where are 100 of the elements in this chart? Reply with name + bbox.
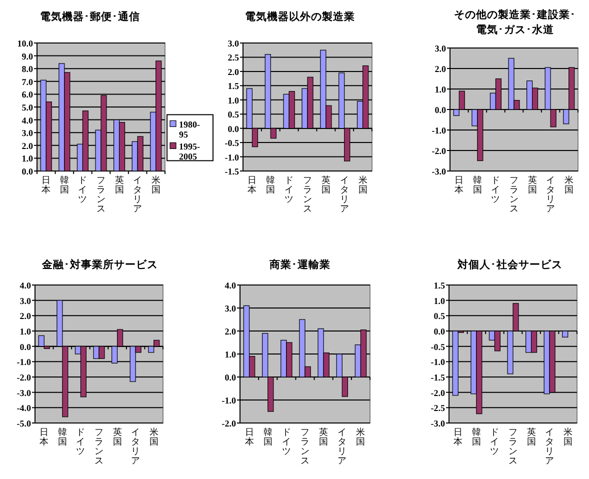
y-tick-label: 1.5 [434,280,446,290]
x-tick-label: 英国 [528,175,537,196]
y-tick-label: 2.0 [22,140,34,151]
y-tick-label: -2.0 [432,146,446,156]
y-tick-label: 0.5 [228,110,240,120]
x-tick-label: フランス [303,176,312,214]
x-tick-label: 英国 [319,427,328,448]
y-tick-label: 9.0 [22,51,34,62]
x-tick-label: フランス [508,428,518,466]
x-tick-label: 米国 [149,427,158,448]
y-tick-label: 0.0 [224,372,236,382]
x-tick-label: 英国 [112,427,122,448]
x-tick-label: 韓国 [266,175,276,196]
x-tick-label: 韓国 [58,427,67,448]
x-tick-label: ドイツ [78,176,88,205]
y-tick-label: -2.0 [16,372,32,382]
x-tick-label: 米国 [356,427,366,448]
y-tick-label: 1.0 [224,350,236,360]
y-tick-label: 2.5 [228,52,240,63]
y-tick-label: 1.0 [434,296,446,306]
x-tick-label: 韓国 [60,175,69,196]
x-tick-label: 日本 [248,176,257,196]
x-tick-label: イタリア [131,428,140,466]
x-tick-label: フランス [96,176,106,214]
y-tick-label: -0.5 [224,138,240,148]
y-tick-label: -2.5 [430,403,446,414]
y-tick-label: 1.5 [228,81,240,92]
x-tick-label: イタリア [133,176,142,214]
y-tick-label: -2.0 [430,388,446,398]
y-tick-label: 1.0 [20,326,32,336]
x-tick-label: 英国 [321,175,330,196]
y-tick-label: 5.0 [22,102,34,112]
y-tick-label: 1.0 [22,154,34,164]
y-tick-label: -3.0 [16,388,32,398]
y-tick-label: 0.0 [22,166,34,176]
y-tick-label: 2.0 [224,326,236,336]
y-tick-label: 3.0 [224,304,236,314]
y-tick-label: -1.0 [432,126,446,136]
x-tick-label: 日本 [42,176,51,196]
y-tick-label: 3.0 [434,44,446,54]
x-tick-label: ドイツ [284,176,294,205]
x-tick-label: ドイツ [490,428,500,457]
y-tick-label: -1.0 [222,396,236,406]
x-tick-label: ドイツ [282,428,291,457]
chart-title: 電気機器以外の製造業 [245,10,355,23]
chart-title: その他の製造業･建設業･電気･ガス･水道 [454,8,576,36]
y-tick-label: -1.5 [224,166,240,176]
x-tick-label: イタリア [546,176,556,214]
x-tick-label: 日本 [40,428,49,448]
legend-label: 1995-2005 [179,142,200,162]
y-tick-label: 2.0 [434,64,446,74]
y-tick-label: 0.0 [434,105,446,115]
y-tick-label: -1.5 [430,372,446,382]
y-tick-label: 0.0 [228,124,240,134]
x-tick-label: 英国 [526,427,536,448]
y-tick-label: 3.0 [22,128,34,138]
x-tick-label: 米国 [564,175,574,196]
x-tick-label: 韓国 [472,427,481,448]
y-tick-label: -1.0 [430,357,446,368]
chart-title: 電気機器･郵便･通信 [40,10,140,23]
x-tick-label: ドイツ [491,176,500,205]
y-tick-label: 6.0 [22,90,34,100]
y-tick-label: 8.0 [22,64,34,74]
y-tick-label: 3.0 [20,296,32,306]
y-tick-label: 10.0 [17,38,34,48]
y-tick-label: 4.0 [20,280,32,290]
x-tick-label: 米国 [151,175,160,196]
legend-label: 1980-95 [179,120,200,140]
y-tick-label: 0.0 [20,342,32,352]
x-tick-label: ドイツ [76,428,86,457]
x-tick-label: 韓国 [263,427,272,448]
y-tick-label: -5.0 [16,418,32,428]
y-tick-label: -0.5 [430,342,446,352]
x-tick-label: 韓国 [472,175,482,196]
y-tick-label: 1.0 [228,95,240,106]
x-tick-label: フランス [94,428,104,466]
x-tick-label: 日本 [244,428,254,448]
y-tick-label: -2.0 [222,418,236,428]
x-tick-label: 米国 [358,175,368,196]
x-tick-label: 日本 [454,176,464,196]
y-tick-label: -1.0 [16,357,32,368]
y-tick-label: -3.0 [432,166,446,176]
y-tick-label: 4.0 [224,280,236,290]
y-tick-label: 0.0 [434,326,446,336]
y-tick-label: 0.5 [434,311,446,322]
y-tick-label: 3.0 [228,38,240,48]
y-tick-label: -4.0 [16,403,32,414]
y-tick-label: 7.0 [22,76,34,87]
y-tick-label: 1.0 [434,84,446,94]
x-tick-label: イタリア [338,428,347,466]
x-tick-label: 英国 [114,175,124,196]
x-tick-label: 日本 [454,428,463,448]
x-tick-label: イタリア [545,428,554,466]
y-tick-label: 2.0 [20,311,32,322]
y-tick-label: 4.0 [22,115,34,126]
x-tick-label: フランス [510,176,518,214]
chart-title: 金融･対事業所サービス [41,258,158,271]
x-tick-label: イタリア [340,176,349,214]
y-tick-label: 2.0 [228,66,240,77]
x-tick-label: フランス [300,428,310,466]
